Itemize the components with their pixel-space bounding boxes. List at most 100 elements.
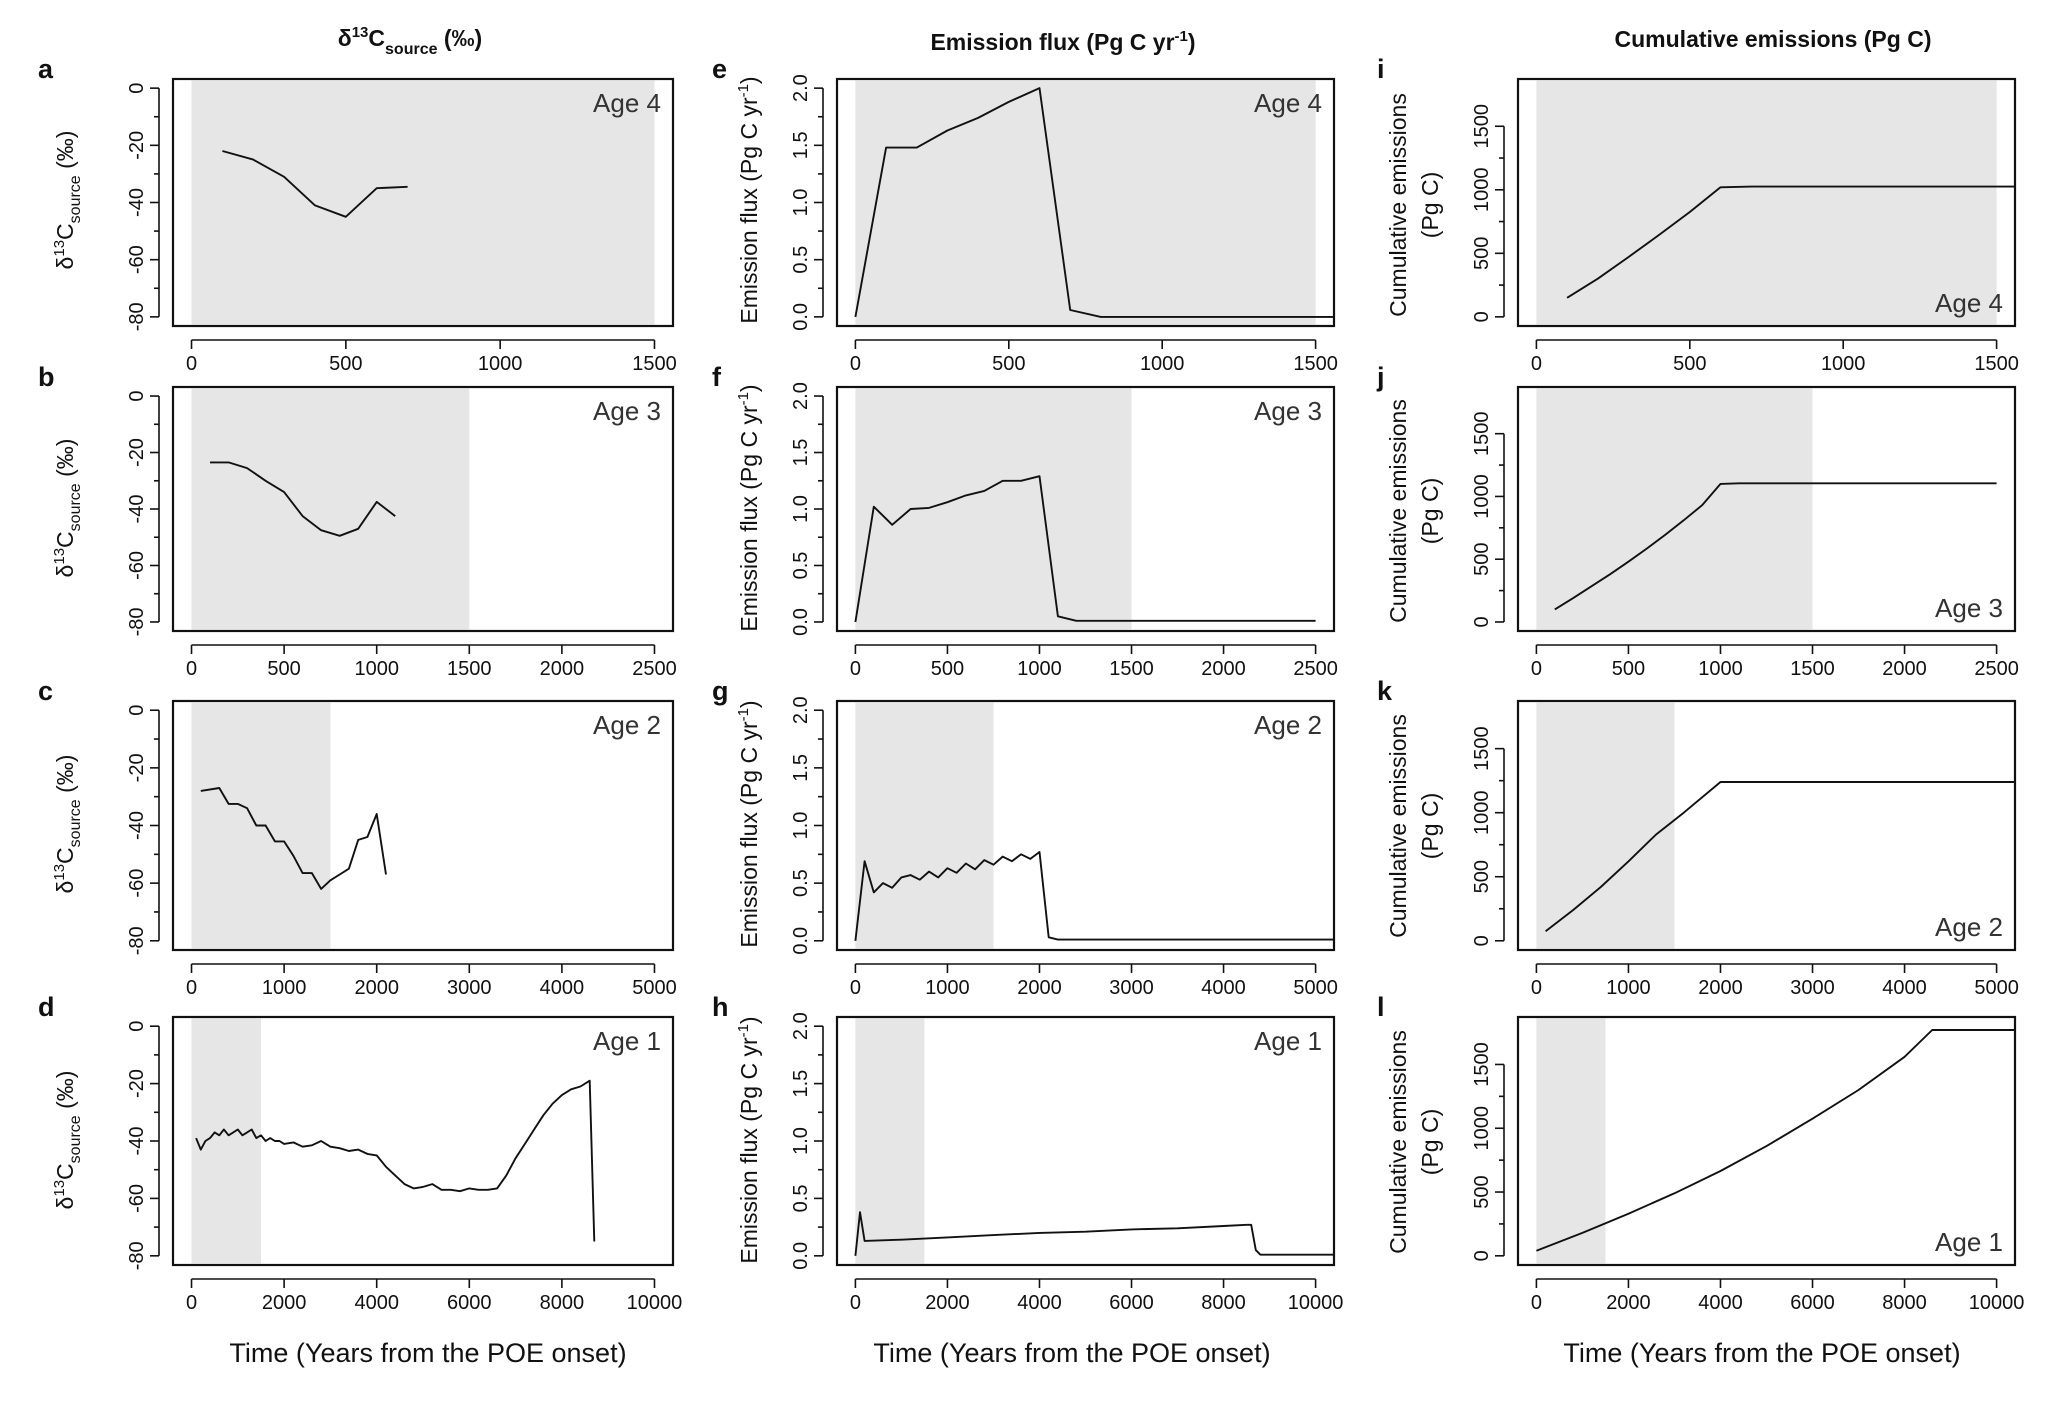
y-tick-label: -60 — [126, 245, 148, 274]
y-tick-label: 1500 — [1471, 411, 1493, 456]
svg-text:Cumulative emissions(Pg C): Cumulative emissions (Pg C) — [1385, 399, 1443, 623]
panel-j: 0 500 1000 1500 0 500 1000 1500 2000 2500 j Age 3 — [1376, 362, 2019, 680]
x-tick-label: 0 — [850, 977, 861, 999]
x-tick-label: 0 — [186, 1292, 197, 1314]
series-line — [195, 1079, 596, 1242]
x-tick-label: 4000 — [540, 977, 585, 999]
x-tick-label: 2500 — [632, 658, 677, 680]
y-tick-label: 500 — [1471, 1175, 1493, 1208]
age-label: Age 1 — [593, 1026, 661, 1056]
ylabel-cum-l: Cumulative emissions (Pg C) — [1385, 1030, 1443, 1254]
x-tick-label: 3000 — [1790, 977, 1835, 999]
y-tick-label: 0.5 — [790, 869, 812, 897]
series-line — [854, 87, 1334, 318]
panel-a: -80 -60 -40 -20 0 0 500 1000 1500 a Age 4 — [38, 54, 677, 375]
x-tick-label: 1500 — [632, 353, 677, 375]
series-line — [1545, 781, 2015, 932]
svg-text:δ13Csource (‰): δ13Csource (‰) — [51, 755, 84, 894]
y-tick-label: 1500 — [1471, 1042, 1493, 1087]
x-tick-label: 4000 — [1882, 977, 1927, 999]
x-tick-label: 2000 — [1017, 977, 1062, 999]
x-tick-label: 500 — [267, 658, 300, 680]
x-tick-label: 5000 — [632, 977, 677, 999]
panel-letter: f — [712, 362, 722, 392]
x-tick-label: 500 — [1612, 658, 1645, 680]
panel-letter: g — [712, 676, 729, 706]
y-tick-label: 2.0 — [790, 382, 812, 410]
x-tick-label: 10000 — [1969, 1292, 2025, 1314]
panel-letter: l — [1377, 992, 1385, 1022]
y-tick-label: 0.0 — [790, 927, 812, 955]
x-tick-label: 0 — [1531, 977, 1542, 999]
y-tick-label: 500 — [1471, 860, 1493, 893]
x-tick-label: 6000 — [1109, 1292, 1154, 1314]
xaxis-title-col2: Time (Years from the POE onset) — [873, 1338, 1270, 1368]
age-label: Age 4 — [1935, 288, 2003, 318]
svg-text:Emission flux (Pg C yr-1): Emission flux (Pg C yr-1) — [735, 384, 762, 631]
age-label: Age 1 — [1935, 1227, 2003, 1257]
x-tick-label: 6000 — [447, 1292, 492, 1314]
plot-frame — [171, 77, 675, 328]
panel-f: 0.0 0.5 1.0 1.5 2.0 0 500 1000 1500 2000 2500 f Age … — [712, 362, 1338, 680]
plot-frame — [835, 1015, 1336, 1267]
x-tick-label: 10000 — [627, 1292, 683, 1314]
y-tick-label: 1.5 — [790, 439, 812, 467]
y-tick-label: 1.0 — [790, 189, 812, 217]
y-tick-label: -20 — [126, 1069, 148, 1098]
x-tick-label: 0 — [850, 658, 861, 680]
ylabel-cum-i: Cumulative emissions (Pg C) — [1385, 93, 1443, 317]
x-tick-label: 0 — [850, 353, 861, 375]
panel-l: 0 500 1000 1500 0 2000 4000 6000 8000 10000 l Age 1 — [1377, 992, 2024, 1314]
age-label: Age 4 — [593, 88, 661, 118]
x-tick-label: 0 — [1531, 1292, 1542, 1314]
y-tick-label: 1000 — [1471, 790, 1493, 835]
x-tick-label: 8000 — [1201, 1292, 1246, 1314]
plot-frame — [1516, 385, 2017, 633]
xaxis-title-col3: Time (Years from the POE onset) — [1563, 1338, 1960, 1368]
panel-letter: c — [38, 676, 53, 706]
x-tick-label: 10000 — [1288, 1292, 1344, 1314]
series-line — [854, 1211, 1334, 1256]
x-tick-label: 500 — [931, 658, 964, 680]
x-tick-label: 0 — [186, 658, 197, 680]
x-tick-label: 0 — [186, 353, 197, 375]
shade-region — [1536, 702, 1675, 949]
x-tick-label: 2000 — [1606, 1292, 1651, 1314]
x-tick-label: 1000 — [478, 353, 523, 375]
age-label: Age 3 — [1254, 396, 1322, 426]
ylabel-cum-k: Cumulative emissions (Pg C) — [1385, 714, 1443, 938]
y-tick-label: 1.5 — [790, 131, 812, 159]
y-tick-label: -60 — [126, 1184, 148, 1213]
y-tick-label: 1.0 — [790, 1127, 812, 1155]
y-tick-label: 1500 — [1471, 726, 1493, 771]
x-tick-label: 3000 — [1109, 977, 1154, 999]
panel-letter: i — [1377, 54, 1385, 84]
x-tick-label: 4000 — [1698, 1292, 1743, 1314]
shade-region — [855, 1018, 925, 1264]
plot-frame — [835, 77, 1336, 328]
x-tick-label: 4000 — [354, 1292, 399, 1314]
series-line — [1566, 185, 2015, 299]
age-label: Age 2 — [1935, 912, 2003, 942]
series-line — [210, 461, 396, 537]
x-tick-label: 1500 — [1293, 353, 1338, 375]
ylabel-flux-g: Emission flux (Pg C yr-1) — [735, 700, 762, 947]
series-line — [200, 787, 387, 890]
shade-region — [191, 388, 470, 630]
y-tick-label: -40 — [126, 811, 148, 840]
y-tick-label: -80 — [126, 1241, 148, 1270]
panel-letter: a — [38, 54, 54, 84]
svg-text:Emission flux (Pg C yr-1): Emission flux (Pg C yr-1) — [735, 76, 762, 323]
plot-frame — [1516, 77, 2017, 328]
x-tick-label: 1000 — [262, 977, 307, 999]
y-tick-label: 0 — [126, 390, 148, 401]
y-tick-label: 0.5 — [790, 246, 812, 274]
column-title-delta13c: δ13Csource (‰) — [338, 24, 482, 58]
svg-text:Cumulative emissions(Pg C): Cumulative emissions (Pg C) — [1385, 1030, 1443, 1254]
x-tick-label: 1500 — [447, 658, 492, 680]
shade-region — [1536, 1018, 1606, 1264]
panel-letter: e — [712, 54, 727, 84]
y-tick-label: 1000 — [1471, 168, 1493, 213]
x-tick-label: 6000 — [1790, 1292, 1835, 1314]
